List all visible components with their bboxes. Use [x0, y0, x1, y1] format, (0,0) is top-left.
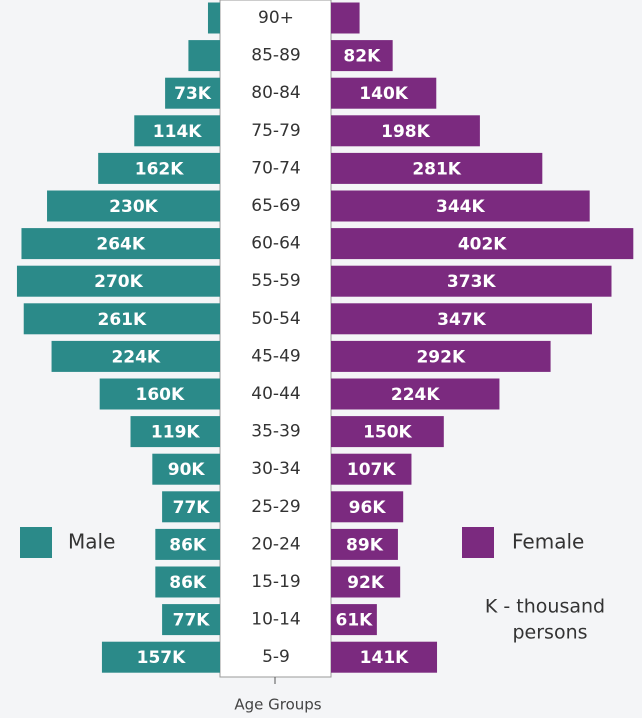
bar: [47, 190, 220, 222]
legend-swatch: [462, 527, 494, 558]
value-label: 92K: [347, 573, 385, 593]
bar: [331, 641, 438, 673]
bar: [331, 604, 377, 636]
bar: [134, 115, 220, 147]
age-label: 55-59: [251, 271, 300, 291]
age-label: 75-79: [251, 121, 300, 141]
value-label: 107K: [347, 460, 396, 480]
bar: [155, 528, 220, 560]
bar: [98, 152, 220, 184]
value-label: 61K: [336, 611, 374, 631]
value-label: 344K: [436, 197, 485, 217]
bar: [162, 604, 220, 636]
bar: [99, 378, 220, 410]
value-label: 230K: [109, 197, 158, 217]
age-label: 15-19: [251, 572, 300, 592]
bar: [331, 77, 437, 109]
value-label: 162K: [135, 159, 184, 179]
value-label: 86K: [169, 573, 207, 593]
bar: [51, 340, 220, 372]
legend-label: Female: [512, 530, 584, 554]
bar: [331, 152, 543, 184]
age-label: 80-84: [251, 83, 300, 103]
age-label: 60-64: [251, 234, 300, 254]
bar: [101, 641, 220, 673]
bar: [207, 2, 220, 34]
value-label: 90K: [168, 460, 206, 480]
bar: [331, 566, 401, 598]
age-column: [219, 0, 332, 678]
value-label: 224K: [111, 347, 160, 367]
bar: [331, 491, 404, 523]
value-label: 264K: [96, 235, 145, 255]
bar: [16, 265, 221, 297]
age-label: 45-49: [251, 346, 300, 366]
value-label: 89K: [346, 535, 384, 555]
value-label: 141K: [360, 648, 409, 668]
age-label: 70-74: [251, 158, 300, 178]
bar: [331, 303, 592, 335]
age-label: 20-24: [251, 534, 300, 554]
bar: [331, 528, 398, 560]
bar: [165, 77, 220, 109]
value-label: 96K: [349, 498, 387, 518]
bar: [331, 190, 590, 222]
bar: [331, 416, 444, 448]
age-label: 40-44: [251, 384, 300, 404]
age-label: 90+: [258, 8, 294, 28]
value-label: 82K: [343, 47, 381, 67]
bar: [130, 416, 220, 448]
annotation: persons: [512, 622, 587, 644]
value-label: 292K: [416, 347, 465, 367]
age-label: 5-9: [262, 647, 290, 667]
x-axis-label: Age Groups: [234, 696, 321, 714]
bar: [331, 453, 412, 485]
value-label: 402K: [458, 235, 507, 255]
value-label: 198K: [381, 122, 430, 142]
value-label: 77K: [173, 611, 211, 631]
annotation: K - thousand: [485, 596, 605, 618]
age-label: 85-89: [251, 46, 300, 66]
bar: [331, 265, 612, 297]
age-label: 65-69: [251, 196, 300, 216]
bar: [331, 228, 634, 260]
bar: [331, 40, 393, 72]
bar: [331, 340, 551, 372]
bar: [331, 378, 500, 410]
value-label: 140K: [359, 84, 408, 104]
value-label: 160K: [136, 385, 185, 405]
age-label: 25-29: [251, 497, 300, 517]
age-label: 35-39: [251, 422, 300, 442]
bar: [21, 228, 220, 260]
legend-label: Male: [68, 530, 115, 554]
value-label: 150K: [363, 423, 412, 443]
value-label: 261K: [98, 310, 147, 330]
value-label: 86K: [169, 535, 207, 555]
bar: [188, 40, 220, 72]
legend-swatch: [20, 527, 52, 558]
value-label: 270K: [94, 272, 143, 292]
bar: [155, 566, 220, 598]
bar: [331, 115, 480, 147]
age-label: 30-34: [251, 459, 300, 479]
value-label: 373K: [447, 272, 496, 292]
bar: [152, 453, 220, 485]
value-label: 119K: [151, 423, 200, 443]
value-label: 281K: [412, 159, 461, 179]
age-label: 50-54: [251, 309, 300, 329]
bar: [23, 303, 221, 335]
bar: [331, 2, 360, 34]
value-label: 224K: [391, 385, 440, 405]
age-label: 10-14: [251, 610, 300, 630]
bar: [162, 491, 220, 523]
value-label: 77K: [173, 498, 211, 518]
value-label: 73K: [174, 84, 212, 104]
value-label: 157K: [137, 648, 186, 668]
value-label: 347K: [437, 310, 486, 330]
value-label: 114K: [153, 122, 202, 142]
